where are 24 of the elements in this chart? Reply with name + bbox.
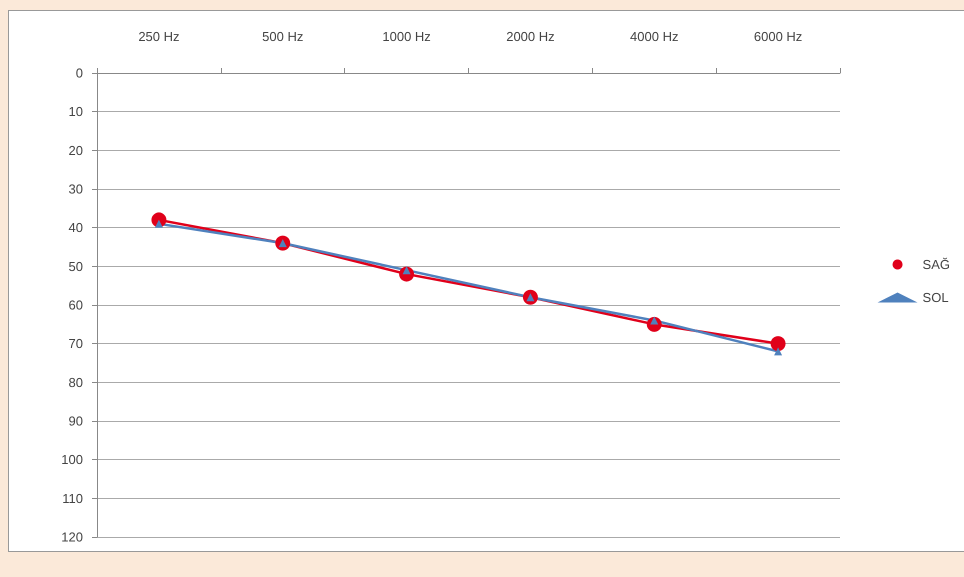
legend-label: SAĞ: [922, 257, 950, 272]
point: [770, 336, 786, 352]
y-tick-label: 90: [68, 414, 83, 428]
y-tick-label: 50: [68, 258, 83, 274]
x-tick-label: 250 Hz: [138, 29, 180, 44]
y-tick-label: 110: [62, 490, 83, 506]
y-tick-label: 30: [68, 182, 83, 196]
x-tick-label: 6000 Hz: [754, 29, 802, 44]
y-tick-label: 120: [61, 530, 83, 544]
y-tick-label: 80: [68, 374, 83, 390]
y-tick-label: 10: [68, 104, 83, 120]
x-tick-label: 1000 Hz: [382, 29, 431, 44]
point: [154, 220, 163, 228]
y-tick-label: 40: [68, 220, 83, 236]
y-tick-label: 60: [68, 298, 83, 312]
x-tick-label: 4000 Hz: [630, 29, 678, 44]
x-tick-label: 500 Hz: [262, 29, 304, 44]
y-tick-label: 20: [68, 142, 83, 158]
y-tick-label: 70: [68, 336, 83, 352]
legend-label: SOL: [922, 290, 949, 305]
x-tick-label: 2000 Hz: [506, 29, 555, 44]
point: [774, 347, 782, 356]
y-tick-label: 0: [76, 66, 83, 80]
y-tick-label: 100: [61, 452, 83, 468]
